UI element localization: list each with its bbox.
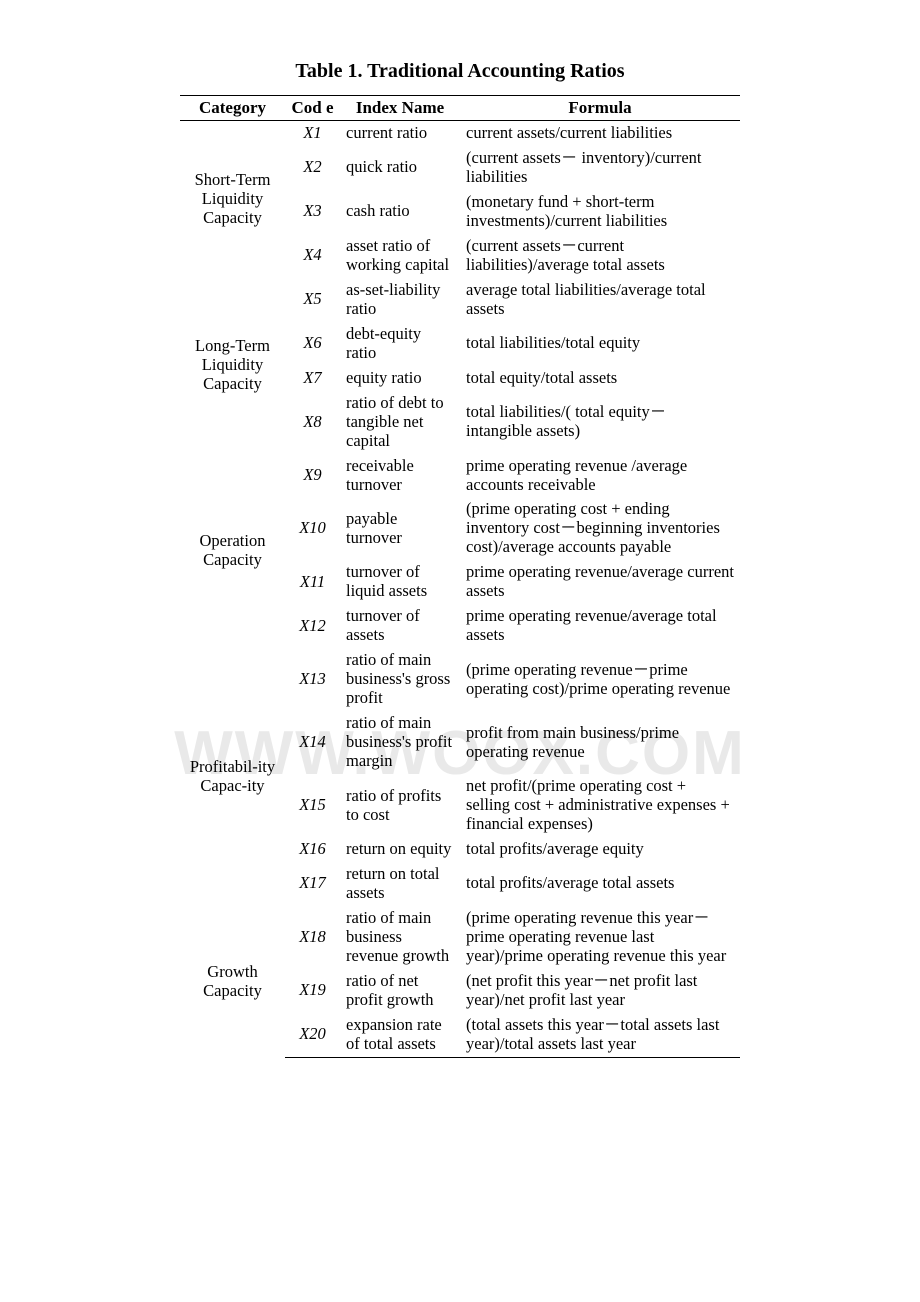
formula-cell: (total assets this year－total assets las… bbox=[460, 1013, 740, 1057]
code-cell: X14 bbox=[285, 711, 340, 774]
code-cell: X7 bbox=[285, 366, 340, 391]
code-cell: X19 bbox=[285, 969, 340, 1013]
code-cell: X15 bbox=[285, 774, 340, 837]
formula-cell: (prime operating revenue this year－prime… bbox=[460, 906, 740, 969]
col-category: Category bbox=[180, 96, 285, 121]
index-name-cell: turnover of liquid assets bbox=[340, 560, 460, 604]
category-cell: Profitabil-ity Capac-ity bbox=[180, 648, 285, 906]
index-name-cell: ratio of main business's gross profit bbox=[340, 648, 460, 711]
index-name-cell: asset ratio of working capital bbox=[340, 234, 460, 278]
code-cell: X12 bbox=[285, 604, 340, 648]
formula-cell: prime operating revenue/average current … bbox=[460, 560, 740, 604]
code-cell: X2 bbox=[285, 146, 340, 190]
code-cell: X18 bbox=[285, 906, 340, 969]
formula-cell: (monetary fund + short-term investments)… bbox=[460, 190, 740, 234]
formula-cell: (prime operating revenue－prime operating… bbox=[460, 648, 740, 711]
index-name-cell: quick ratio bbox=[340, 146, 460, 190]
formula-cell: current assets/current liabilities bbox=[460, 121, 740, 146]
index-name-cell: payable turnover bbox=[340, 497, 460, 560]
ratios-table: Category Cod e Index Name Formula Short-… bbox=[180, 95, 740, 1058]
index-name-cell: current ratio bbox=[340, 121, 460, 146]
col-name: Index Name bbox=[340, 96, 460, 121]
index-name-cell: ratio of net profit growth bbox=[340, 969, 460, 1013]
code-cell: X5 bbox=[285, 278, 340, 322]
index-name-cell: ratio of main business revenue growth bbox=[340, 906, 460, 969]
formula-cell: average total liabilities/average total … bbox=[460, 278, 740, 322]
formula-cell: prime operating revenue /average account… bbox=[460, 454, 740, 498]
index-name-cell: receivable turnover bbox=[340, 454, 460, 498]
code-cell: X4 bbox=[285, 234, 340, 278]
code-cell: X3 bbox=[285, 190, 340, 234]
code-cell: X20 bbox=[285, 1013, 340, 1057]
index-name-cell: as-set-liability ratio bbox=[340, 278, 460, 322]
index-name-cell: ratio of debt to tangible net capital bbox=[340, 391, 460, 454]
index-name-cell: turnover of assets bbox=[340, 604, 460, 648]
index-name-cell: ratio of profits to cost bbox=[340, 774, 460, 837]
formula-cell: profit from main business/prime operatin… bbox=[460, 711, 740, 774]
index-name-cell: ratio of main business's profit margin bbox=[340, 711, 460, 774]
code-cell: X9 bbox=[285, 454, 340, 498]
table-title: Table 1. Traditional Accounting Ratios bbox=[0, 60, 920, 83]
code-cell: X16 bbox=[285, 837, 340, 862]
index-name-cell: return on total assets bbox=[340, 862, 460, 906]
code-cell: X11 bbox=[285, 560, 340, 604]
index-name-cell: cash ratio bbox=[340, 190, 460, 234]
formula-cell: (net profit this year－net profit last ye… bbox=[460, 969, 740, 1013]
category-cell: Short-Term Liquidity Capacity bbox=[180, 121, 285, 278]
formula-cell: (current assets－current liabilities)/ave… bbox=[460, 234, 740, 278]
formula-cell: total profits/average equity bbox=[460, 837, 740, 862]
index-name-cell: return on equity bbox=[340, 837, 460, 862]
code-cell: X8 bbox=[285, 391, 340, 454]
formula-cell: (prime operating cost + ending inventory… bbox=[460, 497, 740, 560]
formula-cell: net profit/(prime operating cost + selli… bbox=[460, 774, 740, 837]
category-cell: Operation Capacity bbox=[180, 454, 285, 649]
col-code: Cod e bbox=[285, 96, 340, 121]
formula-cell: prime operating revenue/average total as… bbox=[460, 604, 740, 648]
formula-cell: total profits/average total assets bbox=[460, 862, 740, 906]
formula-cell: total liabilities/( total equity－ intang… bbox=[460, 391, 740, 454]
code-cell: X10 bbox=[285, 497, 340, 560]
code-cell: X1 bbox=[285, 121, 340, 146]
code-cell: X17 bbox=[285, 862, 340, 906]
formula-cell: total equity/total assets bbox=[460, 366, 740, 391]
category-cell: Growth Capacity bbox=[180, 906, 285, 1057]
index-name-cell: equity ratio bbox=[340, 366, 460, 391]
code-cell: X6 bbox=[285, 322, 340, 366]
col-formula: Formula bbox=[460, 96, 740, 121]
code-cell: X13 bbox=[285, 648, 340, 711]
index-name-cell: debt-equity ratio bbox=[340, 322, 460, 366]
formula-cell: (current assets－ inventory)/current liab… bbox=[460, 146, 740, 190]
category-cell: Long-Term Liquidity Capacity bbox=[180, 278, 285, 454]
formula-cell: total liabilities/total equity bbox=[460, 322, 740, 366]
index-name-cell: expansion rate of total assets bbox=[340, 1013, 460, 1057]
